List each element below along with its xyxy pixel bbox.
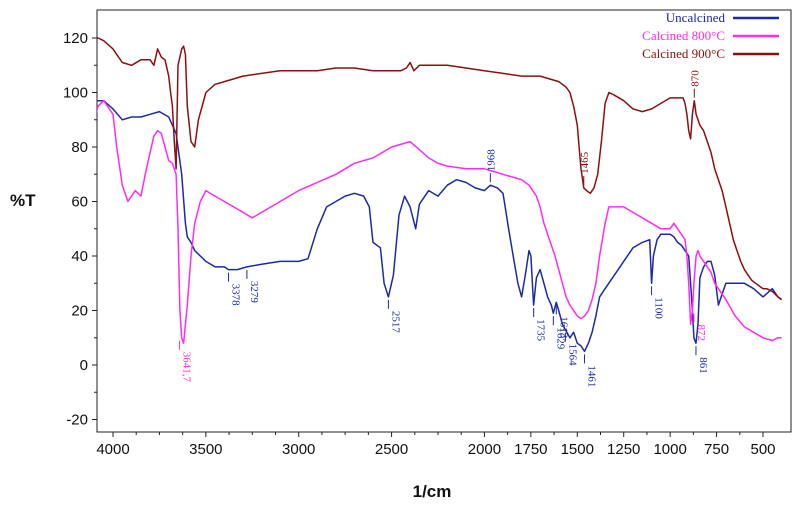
peak-label: 3378 xyxy=(230,284,242,307)
y-tick-label: 0 xyxy=(80,357,88,374)
peak-annotation: 872 xyxy=(693,313,707,342)
peak-annotation: 1735 xyxy=(533,308,547,342)
y-tick-label: 40 xyxy=(71,248,88,265)
peak-annotation: 1613 xyxy=(555,305,569,339)
peak-label: 1629 xyxy=(554,327,566,350)
x-tick-label: 2500 xyxy=(375,441,408,458)
peak-label: 1461 xyxy=(586,365,598,387)
peak-label: 870 xyxy=(689,70,701,87)
peak-annotation: 2517 xyxy=(387,299,401,334)
x-tick-label: 1500 xyxy=(561,441,594,458)
legend-label: Calcined 800°C xyxy=(642,28,725,43)
peak-label: 861 xyxy=(697,357,709,374)
x-tick-label: 1000 xyxy=(653,441,686,458)
series-layer xyxy=(97,37,783,353)
x-tick-label: 1750 xyxy=(514,441,547,458)
peak-annotation: 861 xyxy=(695,346,709,374)
peak-label: 3279 xyxy=(248,281,260,304)
legend-item-calcined-800: Calcined 800°C xyxy=(642,28,779,43)
peak-label: 1613 xyxy=(557,316,569,339)
y-tick-label: -20 xyxy=(66,412,88,429)
peak-label: 872 xyxy=(695,325,707,342)
legend-item-uncalcined: Uncalcined xyxy=(666,10,779,25)
y-tick-label: 20 xyxy=(71,303,88,320)
y-tick-label: 120 xyxy=(63,30,88,47)
peak-annotation: 3378 xyxy=(228,272,242,307)
peak-label: 1564 xyxy=(566,344,578,367)
peak-label: 1100 xyxy=(653,297,665,319)
x-tick-label: 4000 xyxy=(96,441,129,458)
y-tick-label: 80 xyxy=(71,139,88,156)
peak-label: 1735 xyxy=(535,319,547,342)
peak-label: 2517 xyxy=(389,311,401,334)
peak-annotation: 1465 xyxy=(579,151,591,185)
peak-annotation: 1564 xyxy=(564,332,578,367)
peak-annotation: 3641,7 xyxy=(179,340,193,383)
peak-annotation: 870 xyxy=(689,70,701,98)
x-tick-label: 3000 xyxy=(282,441,315,458)
legend: Uncalcined Calcined 800°C Calcined 900°C xyxy=(642,10,779,61)
uncalcined-series-line xyxy=(97,99,783,353)
calcined-800-series-line xyxy=(97,99,782,344)
y-axis-title: %T xyxy=(10,191,36,210)
x-tick-label: 2000 xyxy=(468,441,501,458)
calcined-900-series-line xyxy=(97,37,783,301)
peak-label: 1465 xyxy=(579,151,591,174)
x-axis-title: 1/cm xyxy=(413,482,452,501)
peak-label: 1968 xyxy=(485,149,497,172)
y-tick-label: 100 xyxy=(63,85,88,102)
x-axis: 4000 3500 3000 2500 2000 1750 1500 1250 1000 750 5… xyxy=(96,432,776,458)
legend-label: Calcined 900°C xyxy=(642,46,725,61)
plot-frame xyxy=(96,9,792,433)
peak-label: 3641,7 xyxy=(181,352,193,383)
peak-annotation: 1461 xyxy=(584,354,598,387)
y-axis: -20 0 20 40 60 80 100 120 xyxy=(63,30,97,429)
x-tick-label: 1250 xyxy=(607,441,640,458)
x-tick-label: 500 xyxy=(750,441,775,458)
legend-item-calcined-900: Calcined 900°C xyxy=(642,46,779,61)
peak-annotation: 3279 xyxy=(246,269,260,304)
legend-label: Uncalcined xyxy=(666,10,726,25)
x-tick-label: 3500 xyxy=(189,441,222,458)
y-tick-label: 60 xyxy=(71,194,88,211)
x-tick-label: 750 xyxy=(704,441,729,458)
peak-annotation: 1968 xyxy=(485,149,497,183)
peak-annotation: 1629 xyxy=(552,316,566,350)
peak-annotation: 1100 xyxy=(651,286,665,319)
